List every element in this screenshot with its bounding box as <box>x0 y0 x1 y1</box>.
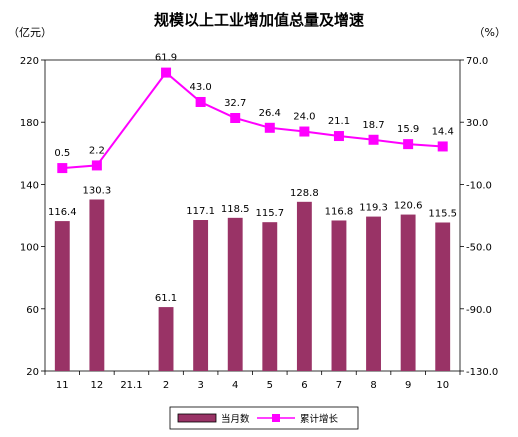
x-tick-label: 3 <box>197 380 203 391</box>
line-marker <box>403 139 414 150</box>
line-value-label: 61.9 <box>155 53 177 64</box>
bar <box>296 201 312 371</box>
line-value-label: 0.5 <box>54 148 70 159</box>
right-axis-unit: （%） <box>474 26 506 39</box>
right-tick-label: 70.0 <box>466 56 488 67</box>
bar-value-label: 117.1 <box>186 206 215 217</box>
right-tick-label: 30.0 <box>466 118 488 129</box>
bar <box>89 199 105 371</box>
left-tick-label: 60 <box>26 305 39 316</box>
line-marker <box>195 96 206 107</box>
line-series <box>57 67 448 174</box>
bar <box>262 222 278 371</box>
right-axis: -130.0 -90.0 -50.0 -10.0 30.0 70.0 <box>460 56 498 378</box>
left-tick-label: 220 <box>20 56 39 67</box>
legend-bar-swatch <box>177 413 217 423</box>
line-value-labels: 0.5 2.2 61.9 43.0 32.7 26.4 24.0 21.1 18.7 15.9 14… <box>54 53 454 159</box>
x-tick-label: 6 <box>301 380 307 391</box>
bar <box>331 220 347 371</box>
line-marker <box>299 126 310 137</box>
bar-value-labels: 116.4 130.3 61.1 117.1 118.5 115.7 128.8 116.8 1… <box>48 185 457 304</box>
x-tick-label: 12 <box>91 380 104 391</box>
bar-value-label: 61.1 <box>155 293 177 304</box>
legend: 当月数 累计增长 <box>169 406 359 430</box>
legend-line-label: 累计增长 <box>300 413 339 425</box>
line-value-label: 43.0 <box>189 82 211 93</box>
line-marker <box>368 134 379 145</box>
bar-value-label: 115.7 <box>255 208 284 219</box>
left-tick-label: 20 <box>26 367 39 378</box>
line-marker <box>161 67 172 78</box>
plot-border <box>44 59 461 372</box>
line-marker <box>333 131 344 142</box>
x-tick-label: 4 <box>232 380 238 391</box>
line-path <box>62 71 443 170</box>
line-value-label: 2.2 <box>89 145 105 156</box>
left-tick-label: 140 <box>20 180 39 191</box>
bar-value-label: 116.4 <box>48 207 77 218</box>
legend-line-marker <box>272 414 280 422</box>
left-axis: 20 60 100 140 180 220 <box>20 56 45 378</box>
right-tick-label: -90.0 <box>466 305 492 316</box>
x-tick-label: 21.1 <box>120 380 142 391</box>
bar <box>193 220 209 371</box>
line-value-label: 21.1 <box>328 116 350 127</box>
bar <box>158 307 174 371</box>
chart-title: 规模以上工业增加值总量及增速 <box>154 11 364 29</box>
x-tick-label: 11 <box>56 380 69 391</box>
x-tick-label: 10 <box>436 380 449 391</box>
x-tick-label: 9 <box>405 380 411 391</box>
right-tick-label: -10.0 <box>466 180 492 191</box>
right-tick-label: -130.0 <box>466 367 498 378</box>
left-axis-unit: （亿元） <box>8 26 52 39</box>
bar-value-label: 130.3 <box>83 185 112 196</box>
bar <box>54 221 70 371</box>
line-value-label: 15.9 <box>397 124 419 135</box>
line-marker <box>57 163 68 174</box>
bar <box>435 222 451 371</box>
bar-series <box>54 199 451 371</box>
bar <box>366 216 381 371</box>
x-tick-label: 8 <box>370 380 376 391</box>
bar <box>227 217 243 371</box>
left-tick-label: 100 <box>20 243 39 254</box>
line-marker <box>437 141 448 152</box>
line-value-label: 18.7 <box>362 120 384 131</box>
right-tick-label: -50.0 <box>466 243 492 254</box>
bar-value-label: 116.8 <box>325 206 354 217</box>
x-tick-label: 5 <box>267 380 273 391</box>
x-tick-label: 7 <box>336 380 342 391</box>
line-marker <box>264 122 275 133</box>
bar-value-label: 118.5 <box>221 204 250 215</box>
line-value-label: 26.4 <box>259 108 281 119</box>
legend-bar-label: 当月数 <box>221 413 250 425</box>
bar <box>400 214 416 371</box>
bar-value-label: 120.6 <box>394 201 423 212</box>
bar-value-label: 119.3 <box>359 203 388 214</box>
plot-area <box>44 59 461 372</box>
line-marker <box>230 113 241 124</box>
line-marker <box>91 160 102 171</box>
x-axis: 11 12 21.1 2 3 4 5 6 7 8 9 10 <box>44 371 461 391</box>
x-tick-label: 2 <box>163 380 169 391</box>
line-value-label: 32.7 <box>224 98 246 109</box>
left-tick-label: 180 <box>20 118 39 129</box>
bar-value-label: 115.5 <box>428 208 457 219</box>
line-value-label: 24.0 <box>293 112 315 123</box>
line-value-label: 14.4 <box>432 126 454 137</box>
bar-value-label: 128.8 <box>290 188 319 199</box>
